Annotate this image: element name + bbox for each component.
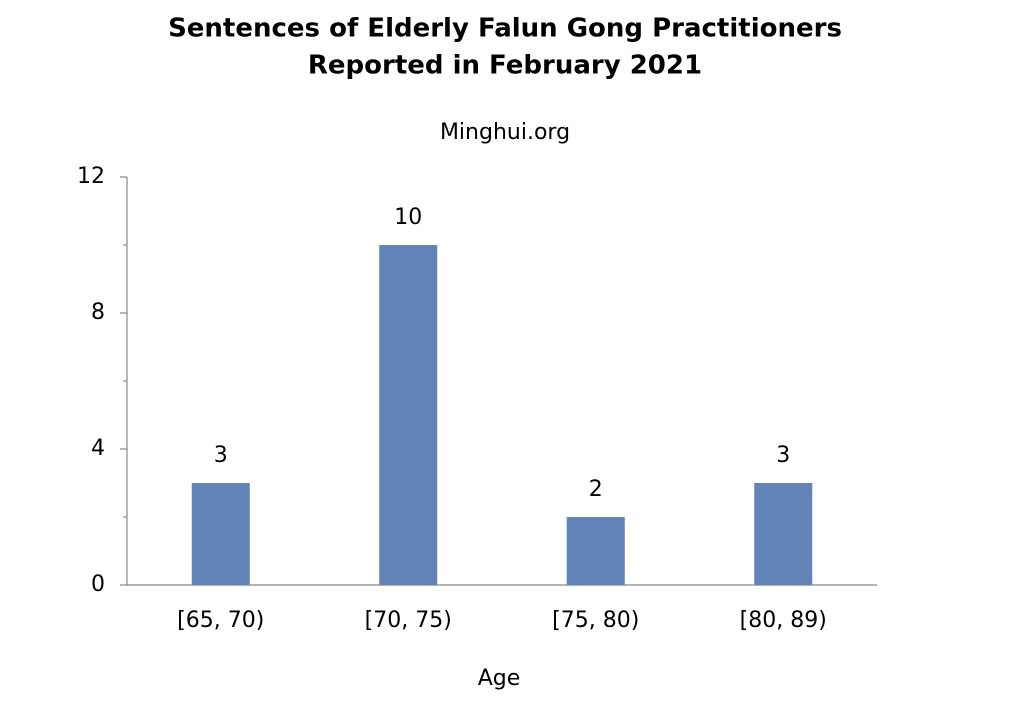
y-tick-label: 0: [91, 572, 105, 597]
y-tick-label: 8: [91, 300, 105, 325]
x-axis-label: Age: [478, 666, 521, 691]
x-tick-label: [65, 70): [177, 608, 264, 633]
chart-title: Sentences of Elderly Falun Gong Practiti…: [168, 14, 842, 44]
value-label: 2: [589, 477, 603, 502]
y-tick-label: 4: [91, 436, 105, 461]
x-tick-label: [80, 89): [740, 608, 827, 633]
value-label: 3: [776, 443, 790, 468]
bar: [566, 517, 625, 585]
value-label: 10: [394, 205, 422, 230]
x-tick-label: [70, 75): [365, 608, 452, 633]
y-tick-label: 12: [77, 164, 105, 189]
bar: [191, 483, 250, 585]
x-tick-label: [75, 80): [552, 608, 639, 633]
bar: [379, 245, 438, 585]
chart-subtitle: Minghui.org: [440, 120, 570, 145]
chart-title: Reported in February 2021: [308, 51, 702, 81]
bar: [754, 483, 813, 585]
value-label: 3: [214, 443, 228, 468]
